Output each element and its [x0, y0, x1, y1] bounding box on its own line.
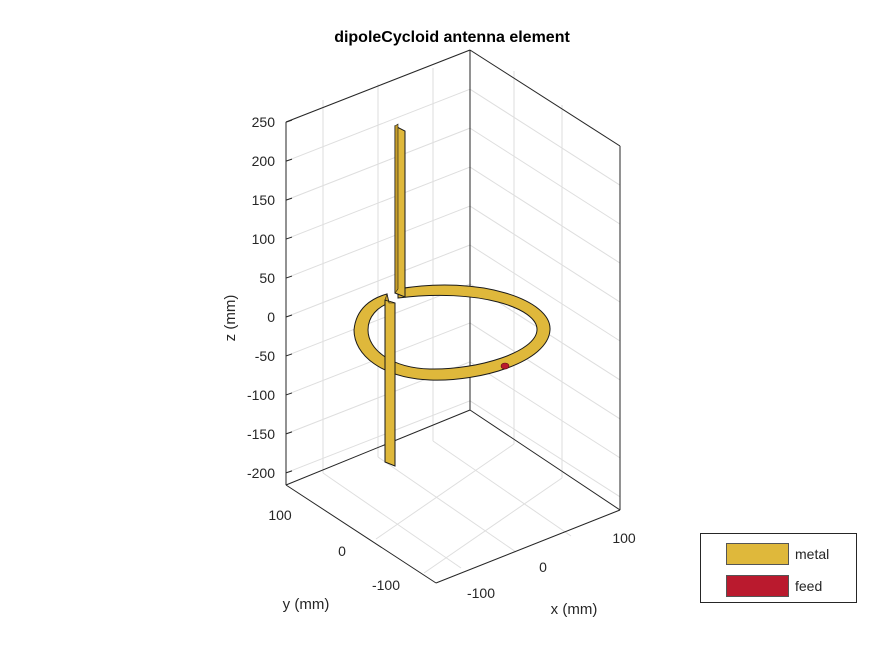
- z-tick-mark: [285, 158, 293, 162]
- x-tick-labels: -100 0 100: [467, 530, 636, 601]
- z-gridline-x-plane: [469, 244, 621, 342]
- grid-floor-line: [375, 443, 515, 540]
- legend-entry-metal: metal: [726, 543, 829, 565]
- axis-edge: [435, 509, 621, 584]
- z-gridline-y-plane: [285, 127, 471, 201]
- z-gridline-y-plane: [285, 283, 471, 357]
- z-tick-label: 0: [267, 309, 275, 325]
- z-axis-label: z (mm): [222, 295, 239, 342]
- legend-label-metal: metal: [795, 546, 830, 562]
- grid-floor-line: [432, 440, 572, 537]
- z-gridline-y-plane: [285, 166, 471, 240]
- z-gridline-y-plane: [285, 88, 471, 162]
- z-gridline-y-plane: [285, 244, 471, 318]
- dipole-lower-arm-metal: [384, 299, 396, 467]
- legend-entry-feed: feed: [726, 575, 822, 597]
- z-tick-mark: [285, 470, 293, 474]
- z-tick-mark: [285, 392, 293, 396]
- legend: metal feed: [700, 533, 857, 603]
- z-tick-label: 200: [252, 153, 276, 169]
- z-tick-mark: [285, 314, 293, 318]
- z-gridline-x-plane: [469, 166, 621, 264]
- z-tick-label: 250: [252, 114, 276, 130]
- z-tick-label: -200: [247, 465, 275, 481]
- z-gridline-x-plane: [469, 361, 621, 459]
- dipole-lower-arm-side: [384, 292, 396, 304]
- z-tick-label: -150: [247, 426, 275, 442]
- x-tick-label: 100: [612, 530, 636, 546]
- z-gridlines: [285, 49, 621, 498]
- feed-point: [500, 362, 510, 370]
- z-tick-label: -100: [247, 387, 275, 403]
- z-gridline-y-plane: [285, 205, 471, 279]
- z-gridline-x-plane: [469, 322, 621, 420]
- z-tick-label: 100: [252, 231, 276, 247]
- y-axis-label: y (mm): [283, 596, 330, 613]
- z-tick-mark: [285, 275, 293, 279]
- axis-edge: [285, 49, 471, 123]
- z-tick-mark: [285, 353, 293, 357]
- z-tick-labels: -200 -150 -100 -50 0 50 100 150 200 250: [247, 114, 293, 481]
- z-tick-mark: [285, 197, 293, 201]
- z-tick-label: -50: [255, 348, 275, 364]
- z-tick-label: 150: [252, 192, 276, 208]
- gridlines: [322, 68, 572, 574]
- legend-label-feed: feed: [795, 578, 823, 594]
- chart-title: dipoleCycloid antenna element: [334, 29, 570, 46]
- z-tick-label: 50: [259, 270, 275, 286]
- axis-edge: [469, 409, 621, 511]
- y-tick-labels: -100 0 100: [268, 507, 400, 593]
- x-tick-label: -100: [467, 585, 495, 601]
- z-gridline-y-plane: [285, 400, 471, 474]
- cycloid-loop-metal: [353, 284, 551, 381]
- legend-swatch-feed: [726, 575, 789, 597]
- y-tick-label: 0: [338, 543, 346, 559]
- axis-edge: [469, 49, 621, 147]
- antenna: [353, 123, 551, 467]
- axis-edge: [285, 409, 471, 486]
- y-tick-label: 100: [268, 507, 292, 523]
- z-gridline-x-plane: [469, 127, 621, 225]
- z-gridline-x-plane: [469, 400, 621, 498]
- axis-edge: [285, 484, 437, 584]
- grid-floor-line: [322, 472, 462, 569]
- grid-floor-line: [423, 477, 563, 574]
- grid-floor-line: [377, 456, 517, 553]
- z-gridline-x-plane: [469, 88, 621, 186]
- z-gridline-x-plane: [469, 205, 621, 303]
- axes-box: [285, 49, 621, 584]
- dipole-upper-arm-side: [394, 123, 399, 294]
- z-tick-mark: [285, 431, 293, 435]
- x-axis-label: x (mm): [551, 601, 598, 618]
- x-tick-label: 0: [539, 559, 547, 575]
- legend-swatch-metal: [726, 543, 789, 565]
- z-tick-mark: [285, 119, 293, 123]
- z-tick-mark: [285, 236, 293, 240]
- y-tick-label: -100: [372, 577, 400, 593]
